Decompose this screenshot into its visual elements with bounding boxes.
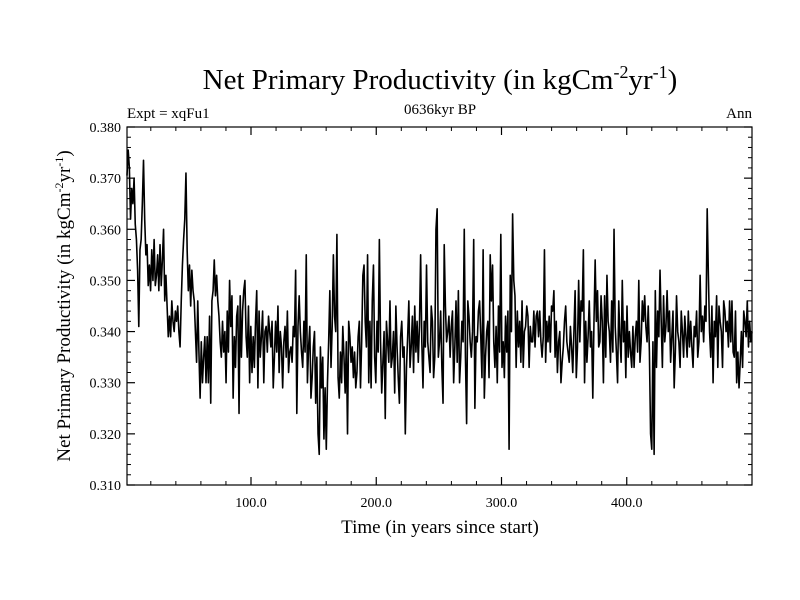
x-tick-label: 400.0 (611, 496, 643, 511)
x-tick-label: 200.0 (360, 496, 392, 511)
y-axis-label: Net Primary Productivity (in kgCm-2yr-1) (52, 150, 75, 461)
y-tick-label: 0.310 (90, 479, 122, 494)
season-label: Ann (726, 106, 752, 122)
x-axis-label: Time (in years since start) (341, 517, 539, 538)
y-tick-label: 0.370 (90, 172, 122, 187)
y-axis-ticks: 0.310 0.320 0.330 0.340 0.350 0.360 0.370 0.380 (90, 121, 752, 494)
x-axis-ticks: 100.0 200.0 300.0 400.0 (150, 127, 728, 511)
experiment-label: Expt = xqFu1 (127, 106, 210, 122)
y-tick-label: 0.320 (90, 428, 122, 443)
plot-area-frame (126, 126, 753, 486)
y-tick-label: 0.340 (90, 326, 122, 341)
x-tick-label: 300.0 (486, 496, 518, 511)
y-tick-label: 0.330 (90, 377, 122, 392)
y-tick-label: 0.360 (90, 223, 122, 238)
y-tick-label: 0.350 (90, 274, 122, 289)
npp-series-line (126, 149, 753, 456)
chart-title: Net Primary Productivity (in kgCm-2yr-1) (203, 62, 678, 96)
x-tick-label: 100.0 (235, 496, 267, 511)
period-label: 0636kyr BP (404, 102, 476, 118)
y-tick-label: 0.380 (90, 121, 122, 136)
